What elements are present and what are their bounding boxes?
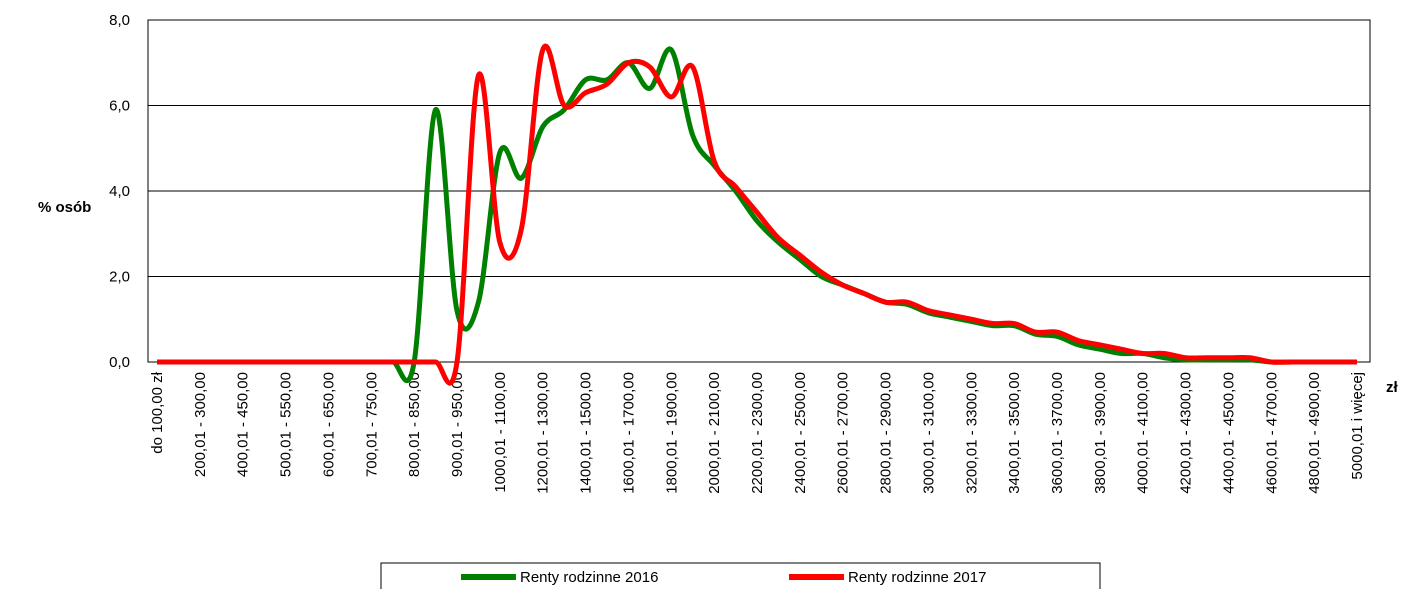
- x-tick-label: 1600,01 - 1700,00: [620, 372, 637, 494]
- x-tick-label: 4800,01 - 4900,00: [1306, 372, 1323, 494]
- x-tick-label: 800,01 - 850,00: [406, 372, 423, 477]
- x-axis-label: zł: [1386, 379, 1399, 396]
- x-tick-label: 2800,01 - 2900,00: [878, 372, 895, 494]
- legend-label: Renty rodzinne 2016: [520, 569, 658, 586]
- y-tick-label: 8,0: [109, 12, 130, 29]
- x-tick-label: 4600,01 - 4700,00: [1263, 372, 1280, 494]
- x-tick-label: 4200,01 - 4300,00: [1178, 372, 1195, 494]
- x-tick-label: 2000,01 - 2100,00: [706, 372, 723, 494]
- x-tick-label: 3800,01 - 3900,00: [1092, 372, 1109, 494]
- x-tick-label: 2200,01 - 2300,00: [749, 372, 766, 494]
- x-tick-label: 700,01 - 750,00: [363, 372, 380, 477]
- x-tick-label: 900,01 - 950,00: [449, 372, 466, 477]
- x-tick-label: 1800,01 - 1900,00: [663, 372, 680, 494]
- x-tick-label: 4400,01 - 4500,00: [1220, 372, 1237, 494]
- x-tick-label: 3400,01 - 3500,00: [1006, 372, 1023, 494]
- x-tick-label: 500,01 - 550,00: [278, 372, 295, 477]
- x-tick-label: 600,01 - 650,00: [320, 372, 337, 477]
- y-tick-label: 6,0: [109, 98, 130, 115]
- x-tick-label: 5000,01 i więcej: [1349, 372, 1366, 480]
- x-tick-label: 4000,01 - 4100,00: [1135, 372, 1152, 494]
- x-tick-label: 1400,01 - 1500,00: [578, 372, 595, 494]
- x-tick-label: 3000,01 - 3100,00: [920, 372, 937, 494]
- x-tick-label: 1000,01 - 1100,00: [492, 372, 509, 493]
- x-tick-label: do 100,00 zł: [149, 371, 166, 453]
- y-tick-label: 4,0: [109, 183, 130, 200]
- x-tick-label: 3200,01 - 3300,00: [963, 372, 980, 494]
- legend-label: Renty rodzinne 2017: [848, 569, 986, 586]
- series-line: [156, 43, 1357, 386]
- x-tick-label: 400,01 - 450,00: [235, 372, 252, 477]
- x-tick-label: 1200,01 - 1300,00: [535, 372, 552, 494]
- x-tick-label: 2400,01 - 2500,00: [792, 372, 809, 494]
- y-tick-label: 0,0: [109, 354, 130, 371]
- x-tick-label: 200,01 - 300,00: [192, 372, 209, 477]
- y-axis-label: % osób: [38, 199, 91, 216]
- x-tick-label: 3600,01 - 3700,00: [1049, 372, 1066, 494]
- y-tick-label: 2,0: [109, 269, 130, 286]
- x-tick-label: 2600,01 - 2700,00: [835, 372, 852, 494]
